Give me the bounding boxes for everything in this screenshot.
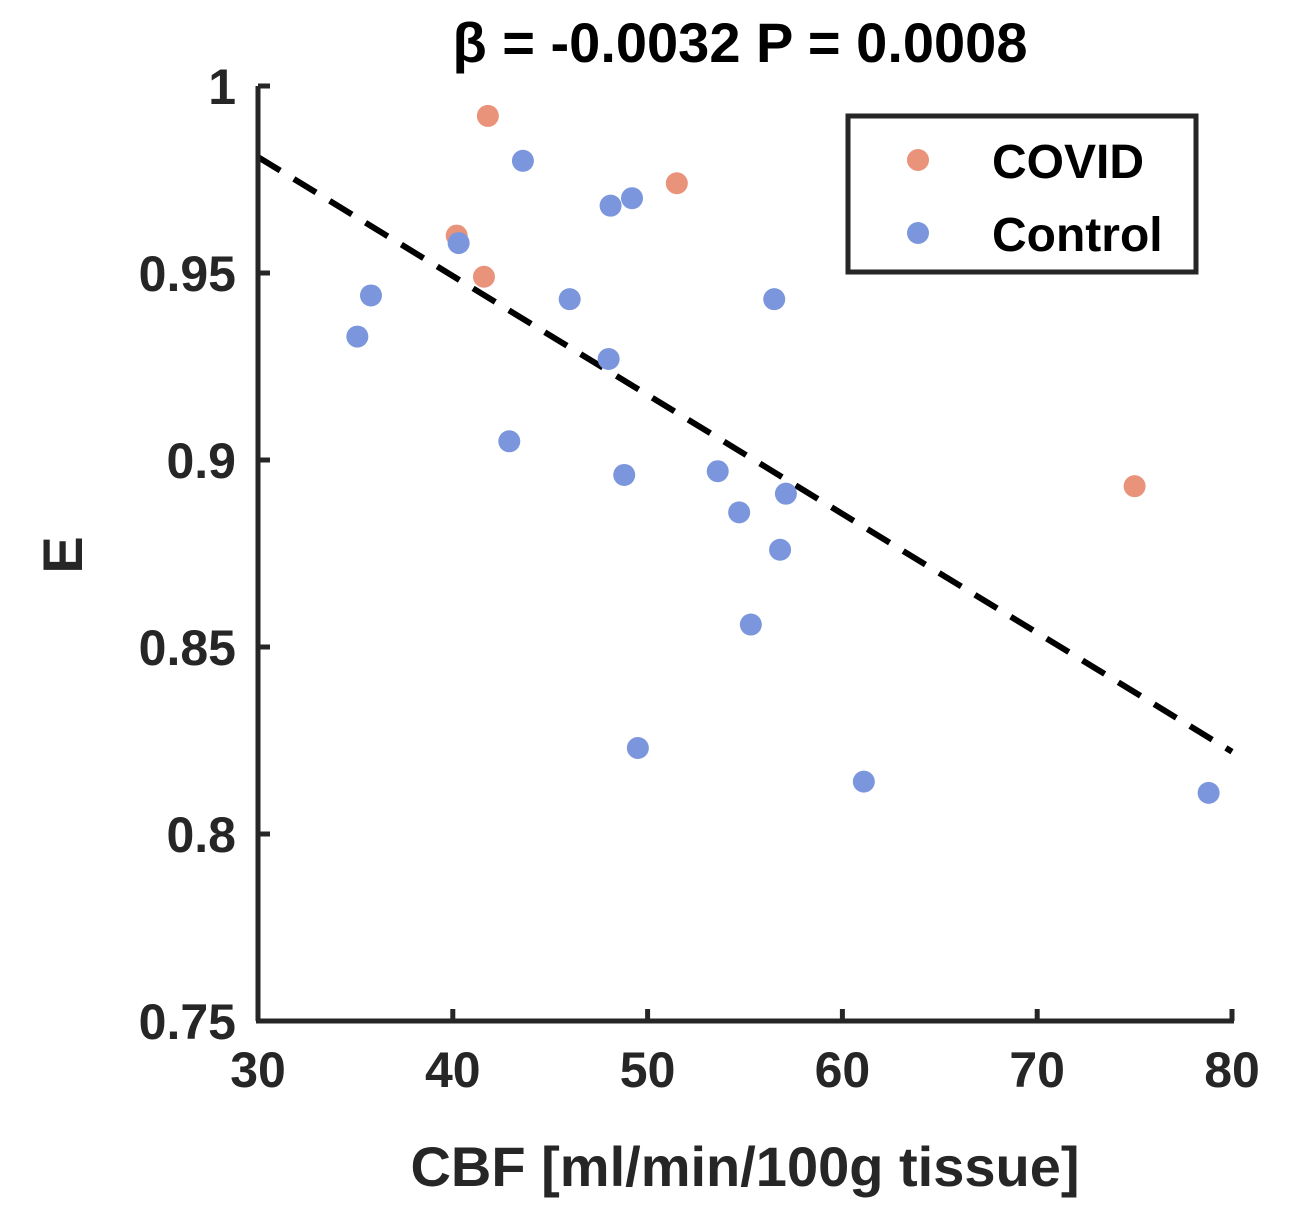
x-tick-label: 80 [1204,1042,1260,1098]
x-axis-ticks: 30 40 50 60 70 80 [230,1009,1260,1098]
y-axis-ticks: 0.75 0.8 0.85 0.9 0.95 1 [139,59,270,1050]
legend: COVID Control [845,113,1199,275]
legend-label-control: Control [992,209,1163,262]
axes [255,86,1234,1024]
data-point-control [447,232,470,255]
chart-title: β = -0.0032 P = 0.0008 [453,11,1028,74]
data-point-control [498,430,521,453]
data-point-covid [476,104,499,127]
y-tick-label: 0.95 [139,246,236,302]
x-tick-label: 40 [425,1042,481,1098]
data-point-control [706,460,729,483]
data-point-control [346,325,369,348]
data-point-control [558,288,581,311]
y-tick-label: 0.75 [139,994,236,1050]
regression-fit [256,154,1234,755]
data-point-control [599,194,622,217]
legend-marker-control [907,222,929,244]
data-point-control [852,770,875,793]
legend-box [845,113,1199,275]
y-tick-label: 0.85 [139,620,236,676]
data-points [346,104,1220,804]
data-point-control [621,187,644,210]
x-tick-label: 60 [815,1042,871,1098]
data-point-covid [665,172,688,195]
x-tick-label: 30 [230,1042,286,1098]
data-point-control [739,613,762,636]
data-point-covid [1123,475,1146,498]
data-point-control [597,348,620,371]
legend-label-covid: COVID [992,136,1144,189]
data-point-covid [472,265,495,288]
y-tick-label: 0.8 [166,807,236,863]
data-point-control [511,149,534,172]
legend-marker-covid [907,149,929,171]
y-axis-title: E [31,536,94,573]
data-point-control [613,463,636,486]
x-axis-title: CBF [ml/min/100g tissue] [410,1135,1079,1198]
fit-line [256,154,1234,755]
data-point-control [769,538,792,561]
y-tick-label: 0.9 [166,433,236,489]
y-tick-label: 1 [208,59,236,115]
data-point-control [774,482,797,505]
data-point-control [763,288,786,311]
x-tick-label: 70 [1009,1042,1065,1098]
data-point-control [1197,781,1220,804]
x-tick-label: 50 [620,1042,676,1098]
data-point-control [626,736,649,759]
data-point-control [728,501,751,524]
data-point-control [359,284,382,307]
